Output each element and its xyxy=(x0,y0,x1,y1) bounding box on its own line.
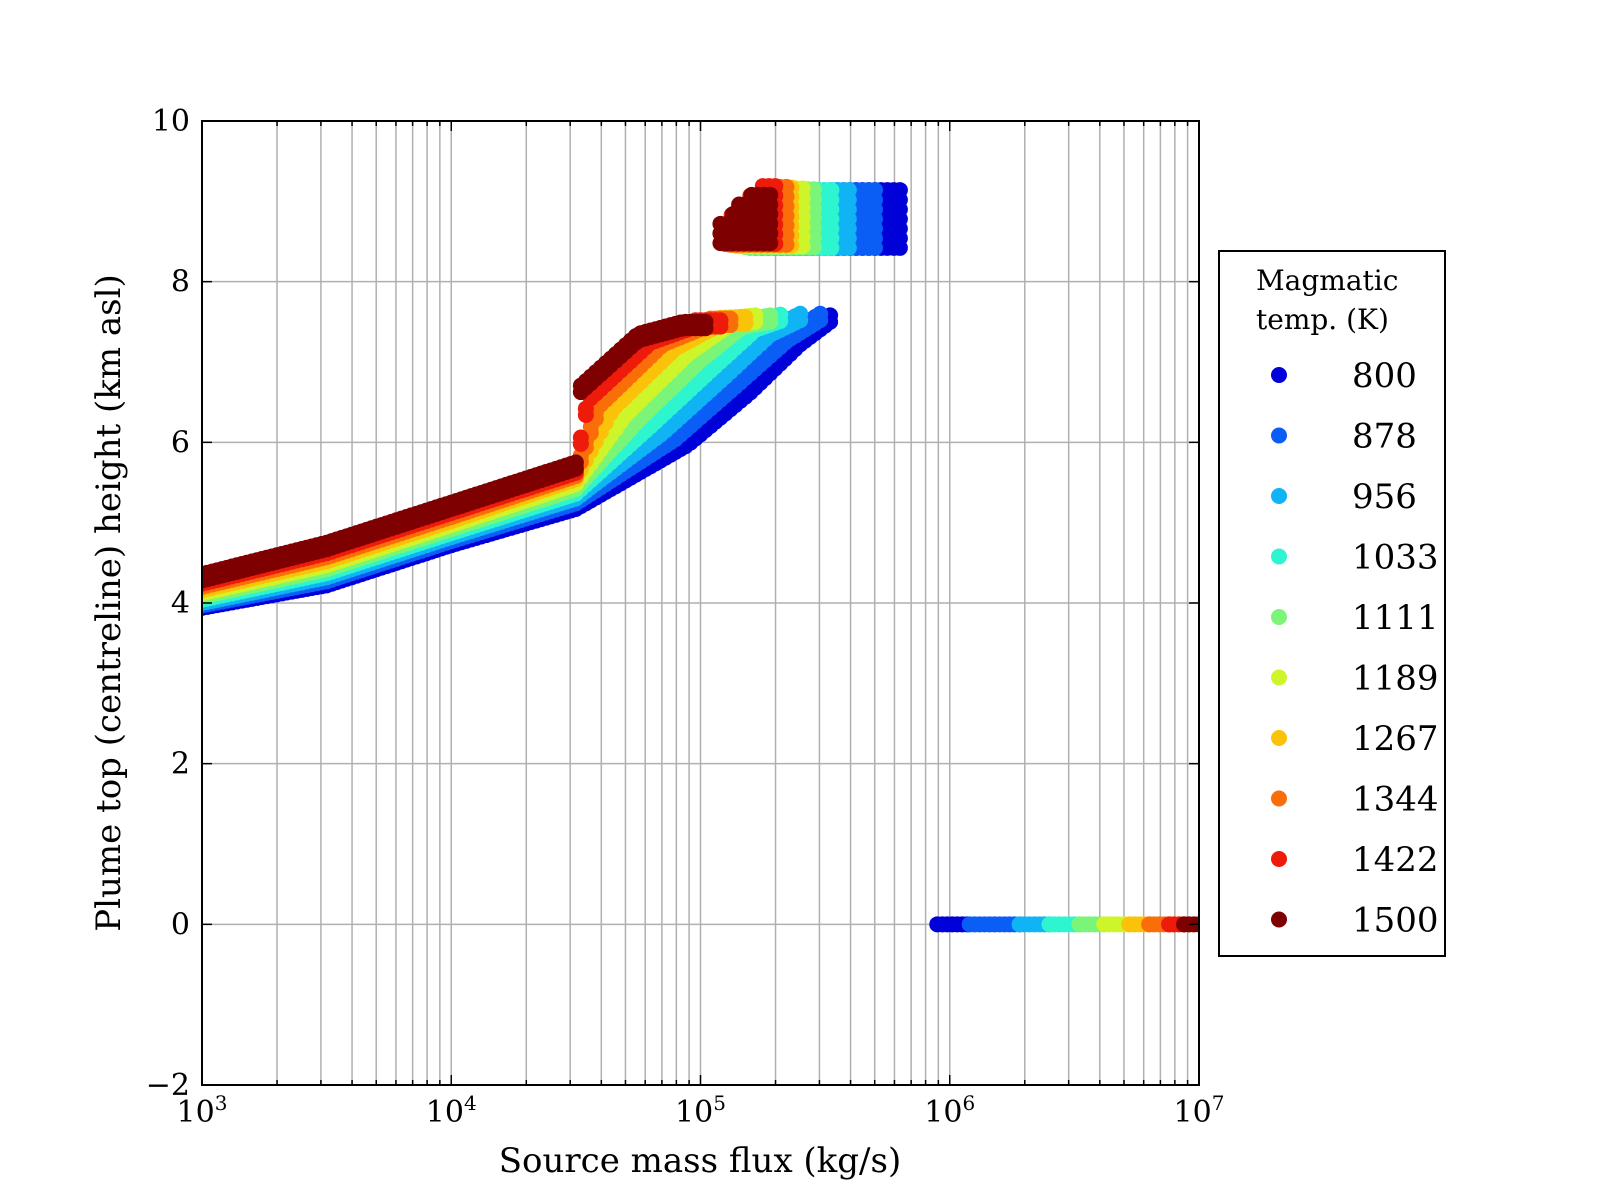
legend-entry: 1500 xyxy=(1271,901,1439,941)
x-tick-labels: 103 104 105 106 107 xyxy=(177,1091,1225,1130)
y-tick-label: 10 xyxy=(152,104,190,139)
legend-entry: 1033 xyxy=(1271,538,1439,578)
legend-label: 1189 xyxy=(1352,659,1439,699)
legend-label: 1422 xyxy=(1352,840,1439,880)
y-tick-label: 8 xyxy=(171,265,190,300)
x-axis-label: Source mass flux (kg/s) xyxy=(499,1141,901,1181)
data-point xyxy=(567,460,584,477)
y-tick-label: 4 xyxy=(171,586,190,621)
legend-marker xyxy=(1271,427,1287,444)
legend-entry: 1422 xyxy=(1271,840,1439,880)
data-point xyxy=(792,312,809,329)
data-point xyxy=(866,182,883,199)
y-tick-label: 6 xyxy=(171,425,190,460)
legend-entry: 956 xyxy=(1271,477,1417,517)
legend-label: 1267 xyxy=(1352,719,1439,759)
legend-entry: 800 xyxy=(1271,356,1417,396)
legend-entry: 1267 xyxy=(1271,719,1439,759)
legend-marker xyxy=(1271,851,1287,867)
series-1422 xyxy=(202,178,1193,933)
legend-label: 800 xyxy=(1352,356,1417,396)
legend-label: 1500 xyxy=(1352,901,1439,941)
data-point xyxy=(712,318,729,335)
legend-marker xyxy=(1271,488,1287,504)
legend-marker xyxy=(1271,669,1287,686)
y-tick-labels: −2 0 2 4 6 8 10 xyxy=(146,104,190,1103)
data-point xyxy=(840,182,857,199)
legend-label: 878 xyxy=(1352,417,1417,457)
legend-entry: 1189 xyxy=(1271,659,1439,699)
data-point xyxy=(823,182,840,199)
data-point xyxy=(737,315,754,332)
data-point xyxy=(762,313,779,330)
data-point xyxy=(572,435,589,452)
grid-lines xyxy=(202,121,1199,1085)
legend-label: 1344 xyxy=(1352,780,1439,820)
x-tick-label: 107 xyxy=(1174,1091,1225,1130)
y-tick-label: 0 xyxy=(171,907,190,942)
legend-label: 956 xyxy=(1352,477,1417,517)
series-1500 xyxy=(202,186,1199,933)
y-axis-label: Plume top (centreline) height (km asl) xyxy=(89,274,129,932)
legend-marker xyxy=(1271,609,1287,625)
x-tick-label: 104 xyxy=(426,1091,477,1130)
data-point xyxy=(812,312,829,329)
legend-marker xyxy=(1271,790,1287,807)
legend-entry: 1344 xyxy=(1271,780,1439,820)
data-point xyxy=(697,320,714,337)
data-point xyxy=(891,182,908,199)
legend-entry: 878 xyxy=(1271,417,1417,457)
legend-marker xyxy=(1271,367,1287,383)
y-tick-label: 2 xyxy=(171,747,190,782)
legend-marker xyxy=(1271,730,1287,746)
data-point xyxy=(577,407,594,424)
legend-label: 1033 xyxy=(1352,538,1439,578)
legend-frame xyxy=(1218,250,1446,957)
legend-title-line1: Magmatic xyxy=(1256,264,1398,297)
data-points xyxy=(202,178,1199,933)
y-tick-label: −2 xyxy=(146,1068,190,1103)
data-point xyxy=(762,186,779,203)
legend-entry: 1111 xyxy=(1271,598,1439,638)
x-tick-label: 105 xyxy=(675,1091,726,1130)
legend-title-line2: temp. (K) xyxy=(1256,303,1389,336)
x-tick-label: 106 xyxy=(924,1091,975,1130)
legend: Magmatic temp. (K) 800 878 956 1033 1111 1189… xyxy=(1218,250,1446,957)
legend-label: 1111 xyxy=(1352,598,1439,638)
axis-ticks xyxy=(201,120,1200,1086)
legend-marker xyxy=(1271,911,1287,928)
legend-entries: 800 878 956 1033 1111 1189 1267 1344 1422 1500 xyxy=(1271,356,1439,941)
legend-marker xyxy=(1271,548,1287,565)
x-tick-label: 103 xyxy=(177,1091,228,1130)
